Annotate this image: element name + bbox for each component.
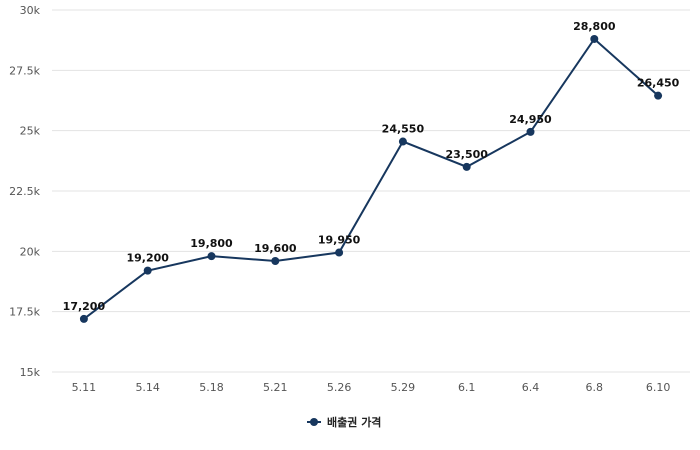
data-point[interactable] [335, 248, 344, 257]
data-label: 24,550 [382, 123, 425, 136]
data-point[interactable] [207, 252, 216, 261]
data-labels: 17,200 19,200 19,800 19,600 19,950 24,550 23,5… [63, 20, 680, 313]
y-tick-label: 30k [20, 4, 41, 17]
x-tick-label: 5.14 [135, 381, 160, 394]
x-tick-label: 6.4 [522, 381, 540, 394]
data-point[interactable] [271, 256, 280, 265]
data-point[interactable] [143, 266, 152, 275]
legend-marker-icon [310, 418, 318, 426]
data-label: 26,450 [637, 77, 680, 90]
data-label: 19,950 [318, 234, 361, 247]
grid-lines [52, 9, 690, 373]
x-tick-label: 5.26 [327, 381, 352, 394]
data-label: 19,200 [126, 252, 169, 265]
data-point[interactable] [398, 137, 407, 146]
x-tick-label: 5.29 [391, 381, 416, 394]
series-line [83, 37, 659, 320]
data-label: 28,800 [573, 20, 616, 33]
data-point[interactable] [654, 91, 663, 100]
y-tick-label: 22.5k [9, 185, 40, 198]
data-point[interactable] [462, 162, 471, 171]
data-label: 23,500 [445, 148, 488, 161]
x-tick-label: 6.10 [646, 381, 671, 394]
x-tick-label: 5.18 [199, 381, 224, 394]
data-label: 24,950 [509, 113, 552, 126]
data-label: 19,800 [190, 237, 233, 250]
y-tick-label: 15k [20, 366, 41, 379]
y-tick-label: 25k [20, 125, 41, 138]
x-tick-label: 5.11 [72, 381, 97, 394]
data-point[interactable] [79, 314, 88, 323]
x-tick-label: 6.8 [586, 381, 604, 394]
data-point[interactable] [526, 127, 535, 136]
x-axis: 5.11 5.14 5.18 5.21 5.26 5.29 6.1 6.4 6.8 6.10 [72, 381, 671, 394]
x-tick-label: 6.1 [458, 381, 476, 394]
series-layer [79, 34, 663, 323]
y-tick-label: 17.5k [9, 306, 40, 319]
y-tick-label: 27.5k [9, 64, 40, 77]
data-label: 17,200 [63, 300, 106, 313]
legend[interactable]: 배출권 가격 [307, 415, 381, 429]
x-tick-label: 5.21 [263, 381, 288, 394]
data-point[interactable] [590, 34, 599, 43]
legend-label: 배출권 가격 [327, 415, 381, 429]
y-axis: 15k 17.5k 20k 22.5k 25k 27.5k 30k [9, 4, 40, 379]
y-tick-label: 20k [20, 245, 41, 258]
data-label: 19,600 [254, 242, 297, 255]
